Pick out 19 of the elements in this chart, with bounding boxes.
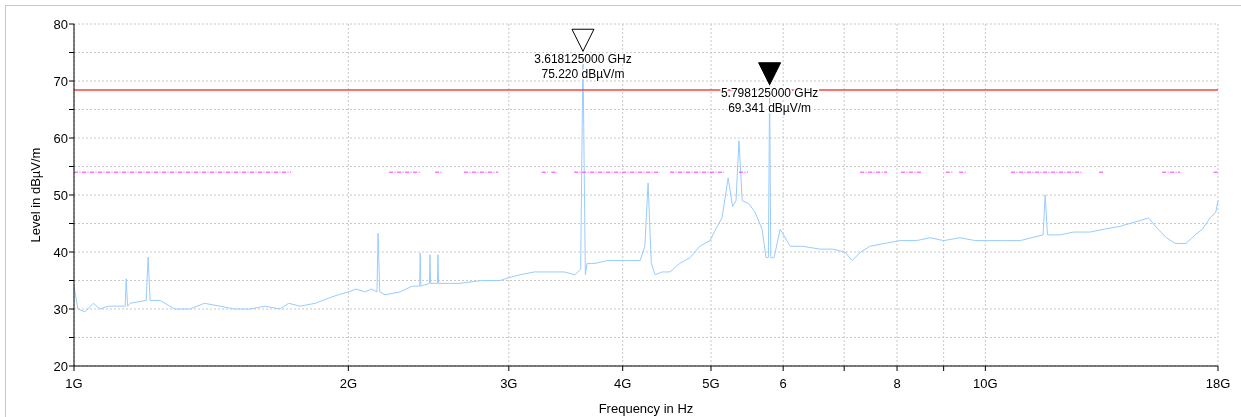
y-tick-label: 70 [53,73,68,89]
x-tick-label: 18G [1205,376,1231,391]
x-axis-title: Frequency in Hz [598,401,694,416]
x-tick-label: 10G [973,376,998,391]
y-tick-label: 40 [53,244,68,260]
annotation: 3.618125000 GHz 75.220 dBµV/m [534,52,632,82]
y-tick-label: 60 [53,130,68,146]
y-tick-label: 20 [53,358,68,374]
y-axis-title: Level in dBµV/m [28,147,43,243]
y-tick-label: 30 [53,301,68,317]
x-tick-label: 3G [500,376,518,391]
x-tick-label: 5G [702,376,720,391]
x-tick-label: 1G [65,376,83,391]
x-tick-label: 6 [779,376,787,391]
x-tick-label: 4G [614,376,632,391]
x-tick-label: 2G [339,376,358,391]
x-tick-label: 8 [893,376,901,391]
y-tick-label: 80 [53,16,68,32]
y-tick-label: 50 [53,187,68,203]
